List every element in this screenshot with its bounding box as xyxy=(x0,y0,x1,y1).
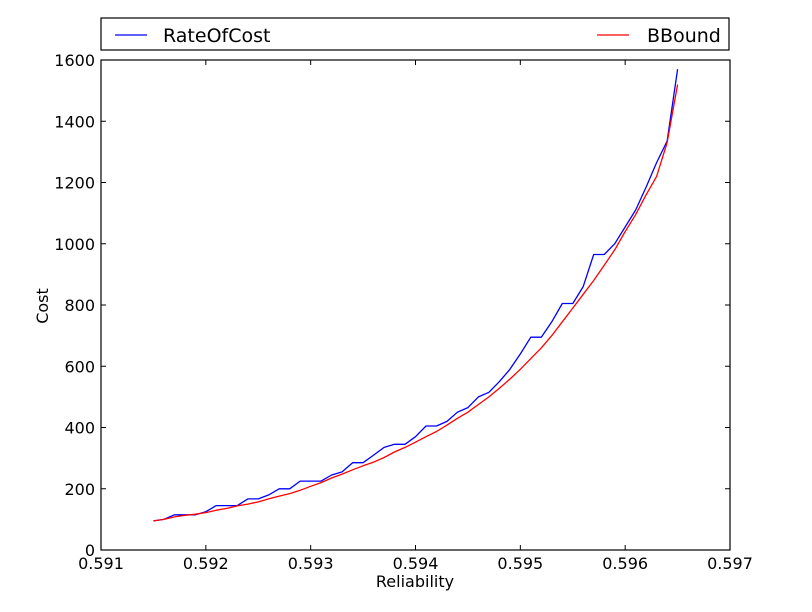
x-tick-label: 0.593 xyxy=(288,554,334,573)
y-tick-label: 600 xyxy=(64,357,95,376)
x-tick-label: 0.591 xyxy=(78,554,124,573)
y-tick-label: 1200 xyxy=(54,174,95,193)
x-tick-label: 0.592 xyxy=(183,554,229,573)
y-tick-label: 1600 xyxy=(54,51,95,70)
legend-label-rateofcost: RateOfCost xyxy=(163,25,270,47)
legend: RateOfCost BBound xyxy=(100,17,730,51)
x-axis-label: Reliability xyxy=(376,572,454,591)
x-tick-label: 0.594 xyxy=(393,554,439,573)
y-tick-label: 400 xyxy=(64,419,95,438)
y-tick-label: 800 xyxy=(64,296,95,315)
y-axis-label: Cost xyxy=(33,288,52,324)
y-tick-label: 1400 xyxy=(54,112,95,131)
series-line-rateofcost xyxy=(153,69,679,522)
series-line-bbound xyxy=(153,84,679,522)
x-tick-label: 0.596 xyxy=(602,554,648,573)
x-tick-label: 0.595 xyxy=(497,554,543,573)
x-tick-label: 0.597 xyxy=(707,554,753,573)
y-tick-label: 200 xyxy=(64,480,95,499)
legend-label-bbound: BBound xyxy=(647,25,721,47)
legend-box xyxy=(100,17,730,51)
y-tick-label: 1000 xyxy=(54,235,95,254)
plot-area-frame xyxy=(100,59,731,551)
y-tick-label: 0 xyxy=(85,541,95,560)
